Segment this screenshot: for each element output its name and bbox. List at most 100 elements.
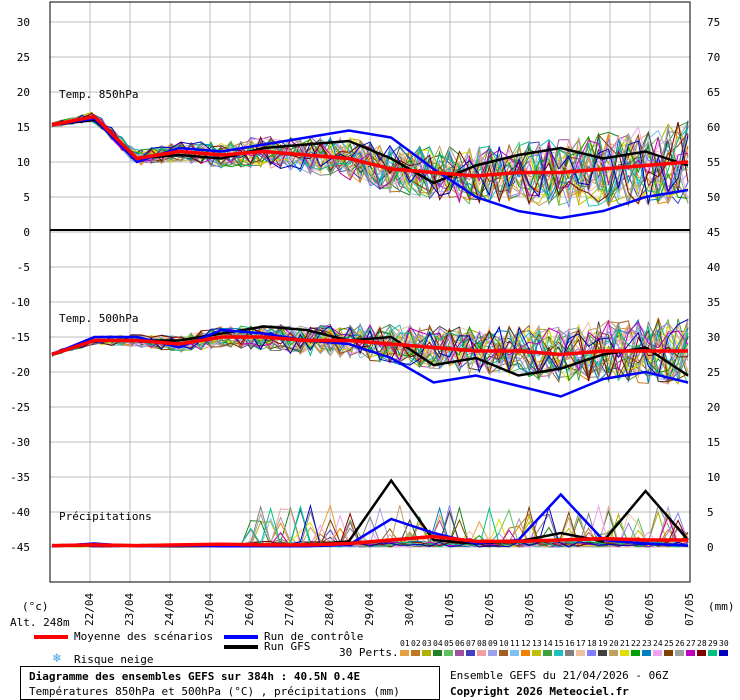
x-date-label: 25/04 bbox=[203, 593, 216, 626]
left-tick-label: -35 bbox=[10, 471, 30, 484]
perturbation-swatch bbox=[411, 650, 420, 656]
perturbation-number-label: 25 bbox=[664, 639, 674, 648]
perturbation-number-label: 17 bbox=[576, 639, 586, 648]
x-date-label: 02/05 bbox=[483, 593, 496, 626]
right-tick-label: 15 bbox=[707, 436, 720, 449]
legend-mean-swatch bbox=[34, 635, 68, 639]
perturbation-swatch bbox=[686, 650, 695, 656]
perturbation-number-label: 26 bbox=[675, 639, 685, 648]
left-tick-label: 5 bbox=[23, 191, 30, 204]
left-tick-label: -5 bbox=[17, 261, 30, 274]
footer-title-box: Diagramme des ensembles GEFS sur 384h : … bbox=[20, 666, 440, 700]
panel-label-t500: Temp. 500hPa bbox=[59, 312, 139, 325]
right-tick-label: 50 bbox=[707, 191, 720, 204]
perturbation-number-label: 27 bbox=[686, 639, 696, 648]
right-tick-label: 10 bbox=[707, 471, 720, 484]
x-date-label: 29/04 bbox=[363, 593, 376, 626]
perturbation-swatch bbox=[543, 650, 552, 656]
perturbation-number-label: 21 bbox=[620, 639, 630, 648]
chart-frame bbox=[49, 1, 691, 583]
perturbation-number-label: 02 bbox=[411, 639, 421, 648]
left-tick-label: 0 bbox=[23, 226, 30, 239]
perturbation-number-label: 19 bbox=[598, 639, 608, 648]
legend-gfs-swatch bbox=[224, 645, 258, 649]
left-tick-label: 20 bbox=[17, 86, 30, 99]
footer-copyright: Copyright 2026 Meteociel.fr bbox=[450, 685, 629, 698]
legend-control-label: Run de contrôle bbox=[264, 630, 364, 643]
right-tick-label: 75 bbox=[707, 16, 720, 29]
left-tick-label: -45 bbox=[10, 541, 30, 554]
right-tick-label: 0 bbox=[707, 541, 714, 554]
x-date-label: 07/05 bbox=[683, 593, 696, 626]
series-line-t500 bbox=[51, 335, 688, 357]
perturbation-swatch bbox=[444, 650, 453, 656]
perturbation-swatch bbox=[719, 650, 728, 656]
perturbation-number-label: 12 bbox=[521, 639, 531, 648]
perturbation-swatch bbox=[609, 650, 618, 656]
perturbation-line-t850 bbox=[51, 114, 689, 206]
left-tick-label: -40 bbox=[10, 506, 30, 519]
x-date-label: 28/04 bbox=[323, 593, 336, 626]
x-date-label: 27/04 bbox=[283, 593, 296, 626]
right-tick-label: 55 bbox=[707, 156, 720, 169]
perturbation-number-label: 16 bbox=[565, 639, 575, 648]
perturbation-swatch bbox=[455, 650, 464, 656]
left-tick-label: -15 bbox=[10, 331, 30, 344]
legend-control-swatch bbox=[224, 635, 258, 639]
right-tick-label: 45 bbox=[707, 226, 720, 239]
perturbation-swatch bbox=[400, 650, 409, 656]
main-series-lines bbox=[51, 114, 689, 548]
perturbation-number-label: 22 bbox=[631, 639, 641, 648]
perturbation-number-label: 10 bbox=[499, 639, 509, 648]
perturbation-number-label: 28 bbox=[697, 639, 707, 648]
left-tick-label: -20 bbox=[10, 366, 30, 379]
perturbation-number-label: 29 bbox=[708, 639, 718, 648]
left-tick-label: 15 bbox=[17, 121, 30, 134]
right-tick-label: 35 bbox=[707, 296, 720, 309]
perturbation-swatch bbox=[653, 650, 662, 656]
perturbation-number-label: 11 bbox=[510, 639, 520, 648]
x-date-label: 30/04 bbox=[403, 593, 416, 626]
perturbation-number-label: 05 bbox=[444, 639, 454, 648]
x-date-label: 24/04 bbox=[163, 593, 176, 626]
right-unit-label: (mm) bbox=[708, 600, 735, 613]
right-tick-label: 5 bbox=[707, 506, 714, 519]
perturbation-number-label: 08 bbox=[477, 639, 487, 648]
x-date-label: 04/05 bbox=[563, 593, 576, 626]
left-tick-label: -30 bbox=[10, 436, 30, 449]
perturbation-swatch bbox=[433, 650, 442, 656]
x-date-label: 26/04 bbox=[243, 593, 256, 626]
footer-ensemble-label: Ensemble GEFS du 21/04/2026 - 06Z bbox=[450, 669, 669, 682]
footer-title-line2: Températures 850hPa et 500hPa (°C) , pré… bbox=[29, 685, 400, 698]
x-date-label: 23/04 bbox=[123, 593, 136, 626]
x-date-label: 05/05 bbox=[603, 593, 616, 626]
chart-grid bbox=[50, 2, 691, 582]
perturbation-swatch bbox=[532, 650, 541, 656]
perturbation-swatch bbox=[598, 650, 607, 656]
perturbation-number-label: 04 bbox=[433, 639, 443, 648]
left-tick-label: 10 bbox=[17, 156, 30, 169]
perturbation-number-label: 30 bbox=[719, 639, 729, 648]
perturbation-swatch bbox=[576, 650, 585, 656]
left-tick-label: -10 bbox=[10, 296, 30, 309]
panel-label-precip: Précipitations bbox=[59, 510, 152, 523]
perturbation-number-label: 24 bbox=[653, 639, 663, 648]
legend-mean-label: Moyenne des scénarios bbox=[74, 630, 214, 643]
series-line-t850 bbox=[51, 114, 689, 178]
perturbation-swatch bbox=[664, 650, 673, 656]
perturbation-line-t500 bbox=[51, 326, 689, 382]
perturbation-line-t850 bbox=[51, 113, 689, 204]
perturbation-number-label: 20 bbox=[609, 639, 619, 648]
perturbation-number-label: 13 bbox=[532, 639, 542, 648]
perturbation-line-t850 bbox=[51, 114, 689, 204]
legend-snow-label: Risque neige bbox=[74, 653, 154, 666]
perturbation-swatch bbox=[422, 650, 431, 656]
perturbation-number-label: 06 bbox=[455, 639, 465, 648]
axis-tick-labels: 302520151050-5-10-15-20-25-30-35-40-4575… bbox=[10, 16, 720, 626]
perturbation-swatch bbox=[631, 650, 640, 656]
x-date-label: 06/05 bbox=[643, 593, 656, 626]
perturbation-swatch bbox=[554, 650, 563, 656]
perturbation-swatch bbox=[477, 650, 486, 656]
perturbation-swatch bbox=[488, 650, 497, 656]
